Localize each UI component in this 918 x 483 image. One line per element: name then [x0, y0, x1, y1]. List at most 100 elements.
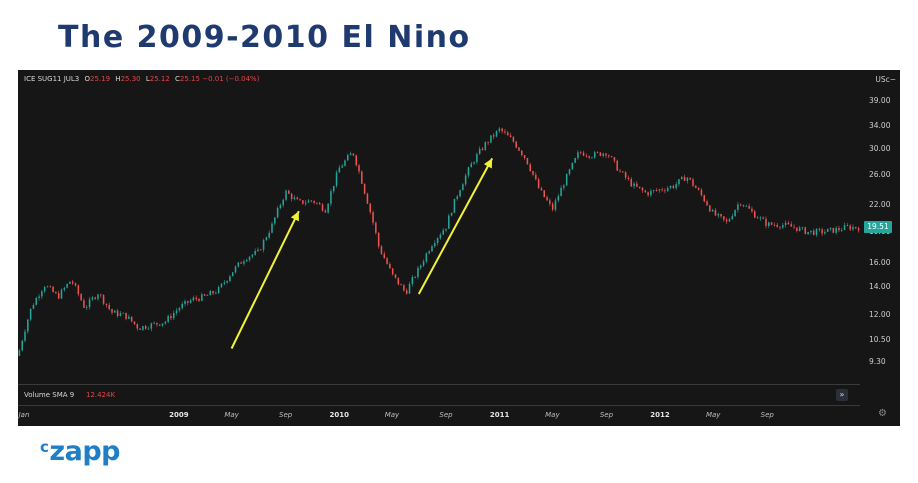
x-tick-label: May	[224, 411, 239, 419]
candle	[431, 244, 433, 252]
candle	[389, 262, 391, 269]
candle	[262, 238, 265, 253]
candle	[355, 154, 357, 167]
low-value: 25.12	[149, 75, 170, 83]
candle	[501, 127, 503, 134]
candle	[358, 163, 360, 174]
gear-icon[interactable]: ⚙	[878, 408, 887, 419]
candle	[622, 171, 624, 173]
candle	[762, 216, 764, 220]
candle	[546, 195, 548, 201]
candle	[361, 170, 363, 185]
candle	[240, 261, 242, 264]
candle	[473, 161, 475, 165]
candle	[394, 274, 397, 279]
candle	[408, 281, 411, 294]
candle	[60, 288, 63, 300]
ohlc-legend: ICE SUG11 JUL3 O25.19 H25.30 L25.12 C25.…	[24, 75, 259, 83]
candle	[812, 228, 815, 236]
candle	[66, 283, 68, 289]
candle	[759, 216, 762, 221]
candle	[57, 290, 60, 300]
candle	[156, 322, 158, 327]
candle	[521, 149, 523, 157]
candle	[717, 212, 720, 219]
candle	[714, 208, 717, 217]
open-value: 25.19	[90, 75, 111, 83]
chart-frame[interactable]: ICE SUG11 JUL3 O25.19 H25.30 L25.12 C25.…	[18, 70, 900, 426]
close-value: 25.15	[179, 75, 200, 83]
candle	[661, 187, 663, 192]
candle	[709, 204, 711, 213]
candle	[476, 152, 478, 165]
candle	[363, 183, 366, 195]
candle	[672, 184, 675, 190]
candle	[391, 268, 394, 276]
candle	[296, 196, 299, 200]
candle	[504, 129, 506, 135]
candle	[85, 305, 88, 311]
price-chart[interactable]	[18, 70, 860, 384]
candle	[321, 203, 324, 212]
candle	[18, 348, 21, 357]
candle	[436, 237, 439, 246]
x-tick-label: 2009	[169, 411, 189, 419]
candle	[720, 213, 722, 219]
candle	[231, 272, 234, 277]
volume-value: 12.424K	[86, 391, 116, 399]
symbol-label: ICE SUG11 JUL3	[24, 75, 80, 83]
candle	[288, 189, 290, 195]
candle	[29, 308, 32, 321]
candle	[414, 276, 416, 279]
candle	[439, 232, 442, 240]
candle	[737, 202, 739, 213]
candle	[372, 210, 374, 226]
candle	[686, 177, 689, 184]
candle	[751, 206, 753, 214]
candle	[243, 259, 245, 267]
candle	[220, 283, 223, 289]
candle	[731, 213, 734, 220]
candle	[742, 204, 745, 208]
candle	[434, 240, 436, 248]
candle	[102, 294, 105, 306]
candle	[464, 173, 467, 187]
candle	[574, 157, 576, 164]
candle	[681, 176, 683, 180]
candle	[829, 227, 832, 231]
candle	[229, 275, 231, 283]
currency-label[interactable]: USc−	[875, 75, 896, 84]
candle	[602, 152, 604, 158]
candle	[619, 168, 621, 173]
candle	[88, 296, 91, 310]
candle	[675, 181, 677, 191]
candle	[38, 293, 40, 301]
y-tick-label: 16.00	[869, 258, 891, 268]
candle	[554, 197, 557, 212]
candle	[74, 282, 77, 287]
candle	[509, 132, 512, 138]
candle	[843, 222, 846, 231]
candle	[341, 164, 343, 168]
double-chevron-right-icon[interactable]: »	[836, 389, 848, 401]
candle	[796, 227, 798, 233]
candle	[798, 225, 801, 232]
candle	[158, 324, 161, 327]
candle	[456, 194, 459, 201]
candle	[226, 280, 228, 284]
candle	[838, 225, 840, 233]
candle	[142, 325, 144, 331]
candle	[128, 314, 130, 320]
candle	[605, 152, 607, 159]
candle	[187, 300, 189, 306]
candle	[588, 155, 590, 160]
x-tick-label: Sep	[760, 411, 774, 419]
candle	[532, 170, 534, 177]
candle	[170, 313, 172, 320]
candle	[506, 130, 509, 136]
candle	[624, 171, 627, 180]
candle	[172, 310, 175, 320]
candle	[571, 162, 574, 170]
candle	[793, 224, 795, 230]
candle	[807, 231, 809, 235]
